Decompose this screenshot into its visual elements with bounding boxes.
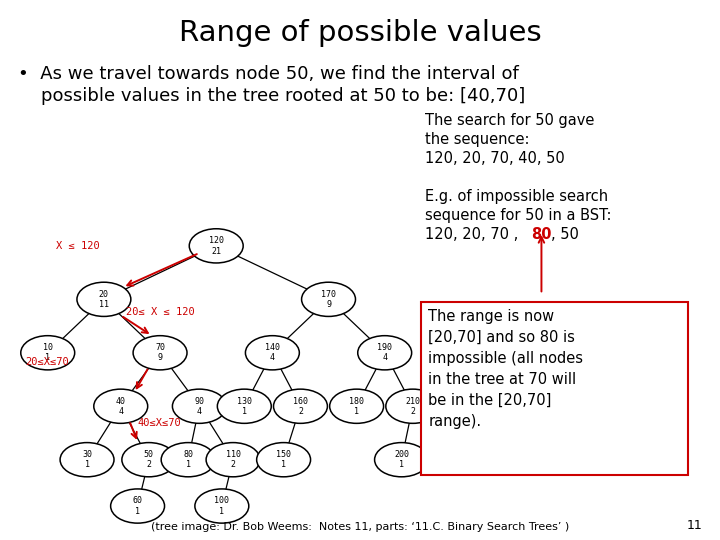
Circle shape (189, 229, 243, 263)
Text: the sequence:: the sequence: (425, 132, 529, 147)
Circle shape (172, 389, 226, 423)
Text: 150
1: 150 1 (276, 450, 291, 469)
Text: 20≤ X ≤ 120: 20≤ X ≤ 120 (127, 307, 195, 318)
Text: 210
2: 210 2 (405, 396, 420, 416)
Circle shape (161, 443, 215, 477)
Text: 90
4: 90 4 (194, 396, 204, 416)
Text: 170
9: 170 9 (321, 289, 336, 309)
Circle shape (60, 443, 114, 477)
Text: E.g. of impossible search: E.g. of impossible search (425, 189, 608, 204)
Text: 40
4: 40 4 (116, 396, 126, 416)
Text: 60
1: 60 1 (132, 496, 143, 516)
Text: 110
2: 110 2 (225, 450, 240, 469)
Circle shape (302, 282, 356, 316)
Circle shape (330, 389, 384, 423)
Circle shape (274, 389, 328, 423)
Text: sequence for 50 in a BST:: sequence for 50 in a BST: (425, 208, 611, 223)
Circle shape (21, 336, 75, 370)
Text: 120
21: 120 21 (209, 236, 224, 255)
Text: 130
1: 130 1 (237, 396, 252, 416)
Text: 160
2: 160 2 (293, 396, 308, 416)
Circle shape (195, 489, 249, 523)
Circle shape (94, 389, 148, 423)
Circle shape (111, 489, 165, 523)
Text: 20≤X≤70: 20≤X≤70 (25, 357, 69, 367)
Text: , 50: , 50 (551, 227, 579, 242)
Text: 20
11: 20 11 (99, 289, 109, 309)
Circle shape (206, 443, 260, 477)
Circle shape (133, 336, 187, 370)
Circle shape (386, 389, 440, 423)
Text: 190
4: 190 4 (377, 343, 392, 362)
Circle shape (217, 389, 271, 423)
Text: The range is now
[20,70] and so 80 is
impossible (all nodes
in the tree at 70 wi: The range is now [20,70] and so 80 is im… (428, 309, 583, 429)
Text: 120, 20, 70, 40, 50: 120, 20, 70, 40, 50 (425, 151, 564, 166)
Circle shape (246, 336, 300, 370)
Text: 70
9: 70 9 (155, 343, 165, 362)
Text: 50
2: 50 2 (144, 450, 154, 469)
Text: 120, 20, 70 ,: 120, 20, 70 , (425, 227, 523, 242)
Text: The search for 50 gave: The search for 50 gave (425, 113, 594, 129)
Circle shape (256, 443, 310, 477)
Text: X ≤ 120: X ≤ 120 (56, 241, 100, 252)
Text: •  As we travel towards node 50, we find the interval of: • As we travel towards node 50, we find … (18, 65, 518, 83)
Text: (tree image: Dr. Bob Weems:  Notes 11, parts: ‘11.C. Binary Search Trees’ ): (tree image: Dr. Bob Weems: Notes 11, pa… (151, 522, 569, 532)
Text: Range of possible values: Range of possible values (179, 19, 541, 47)
Text: 80: 80 (531, 227, 552, 242)
Text: 11: 11 (686, 519, 702, 532)
Circle shape (358, 336, 412, 370)
Text: 10
1: 10 1 (42, 343, 53, 362)
Text: 200
1: 200 1 (394, 450, 409, 469)
Text: 40≤X≤70: 40≤X≤70 (138, 418, 181, 428)
Circle shape (374, 443, 428, 477)
Text: 100
1: 100 1 (215, 496, 230, 516)
Text: 30
1: 30 1 (82, 450, 92, 469)
Text: possible values in the tree rooted at 50 to be: [40,70]: possible values in the tree rooted at 50… (18, 87, 526, 105)
Text: 180
1: 180 1 (349, 396, 364, 416)
Text: 140
4: 140 4 (265, 343, 280, 362)
Circle shape (77, 282, 131, 316)
Circle shape (122, 443, 176, 477)
Text: 80
1: 80 1 (183, 450, 193, 469)
